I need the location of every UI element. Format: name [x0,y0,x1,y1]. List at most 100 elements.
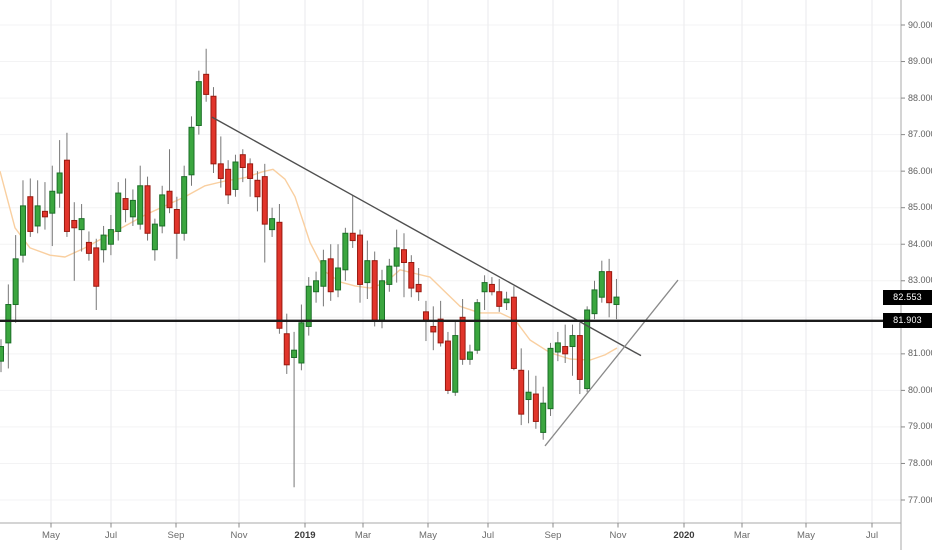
candle-up [298,322,305,364]
price-tick-label: 83.000 [908,275,932,286]
candle-up [19,205,26,256]
candle-down [41,210,48,218]
candle-up [313,280,320,293]
candle-down [93,247,100,287]
candle-up [181,176,188,234]
candle-up [0,346,4,362]
candle-up [269,218,276,231]
ascending-trendline[interactable] [544,279,679,447]
candle-up [151,223,158,251]
candle-up [466,351,473,360]
candle-up [386,265,393,285]
candle-up [342,232,349,271]
candle-up [569,335,576,348]
candle-down [85,241,92,254]
candle-up [335,267,342,291]
candle-down [562,346,569,355]
price-tick-label: 90.000 [908,19,932,30]
time-month-label: Mar [354,530,372,541]
candle-up [159,194,166,227]
candle-down [283,333,290,366]
candle-up [12,258,19,306]
time-month-label: Jul [865,530,879,541]
candle-down [261,176,268,225]
candle-down [71,219,78,229]
candle-up [129,199,136,218]
candle-up [78,218,85,231]
price-tick-label: 88.000 [908,92,932,103]
candle-up [56,172,63,194]
candle-up [393,247,400,267]
candle-up [49,190,56,214]
candle-down [518,369,525,415]
candle-up [554,342,561,353]
candle-down [327,258,334,293]
price-tick-label: 89.000 [908,56,932,67]
time-month-label: Jul [104,530,118,541]
candle-up [305,285,312,327]
candle-down [510,296,517,369]
price-tick-label: 81.000 [908,348,932,359]
candle-up [474,302,481,351]
candle-down [437,318,444,344]
candle-down [27,196,34,232]
time-month-label: Mar [733,530,751,541]
candle-down [225,168,232,196]
candle-down [203,73,210,95]
candle-down [122,198,129,211]
candle-down [400,249,407,263]
candle-down [444,340,451,391]
candle-down [173,209,180,234]
time-month-label: May [797,530,815,541]
time-month-label: May [419,530,437,541]
last-price-badge: 82.553 [883,289,932,305]
candle-up [481,282,488,293]
candle-up [34,205,41,227]
time-month-label: Sep [167,530,185,541]
candle-up [598,271,605,298]
candle-down [276,221,283,329]
candle-down [576,335,583,380]
candle-down [459,316,466,360]
candle-down [532,393,539,422]
candle-down [254,179,261,198]
time-year-label: 2020 [673,530,695,541]
candle-up [320,260,327,287]
candle-down [357,234,364,285]
candle-down [606,271,613,304]
candle-up [5,304,12,344]
candle-down [371,260,378,322]
time-month-label: Sep [544,530,562,541]
candle-up [591,289,598,315]
descending-trendline[interactable] [211,116,642,357]
candle-down [430,325,437,333]
time-month-label: May [42,530,60,541]
candle-down [166,190,173,209]
candle-down [217,163,224,179]
price-tick-label: 77.000 [908,494,932,505]
horizontal-line-price-badge: 81.903 [883,313,932,329]
price-tick-label: 87.000 [908,129,932,140]
candle-up [540,402,547,433]
price-tick-label: 85.000 [908,202,932,213]
time-month-label: Nov [609,530,627,541]
candle-up [188,126,195,176]
candle-up [584,309,591,390]
candle-down [144,185,151,234]
candle-up [137,185,144,225]
price-tick-label: 84.000 [908,238,932,249]
candle-up [232,161,239,190]
candle-up [291,349,298,359]
candle-down [408,262,415,289]
candle-up [100,234,107,251]
candle-up [547,347,554,410]
time-year-label: 2019 [294,530,316,541]
candle-up [195,81,202,126]
candle-up [452,335,459,393]
candle-down [63,159,70,232]
price-tick-label: 78.000 [908,457,932,468]
time-month-label: Nov [230,530,248,541]
candle-up [379,280,386,322]
candle-down [496,291,503,307]
